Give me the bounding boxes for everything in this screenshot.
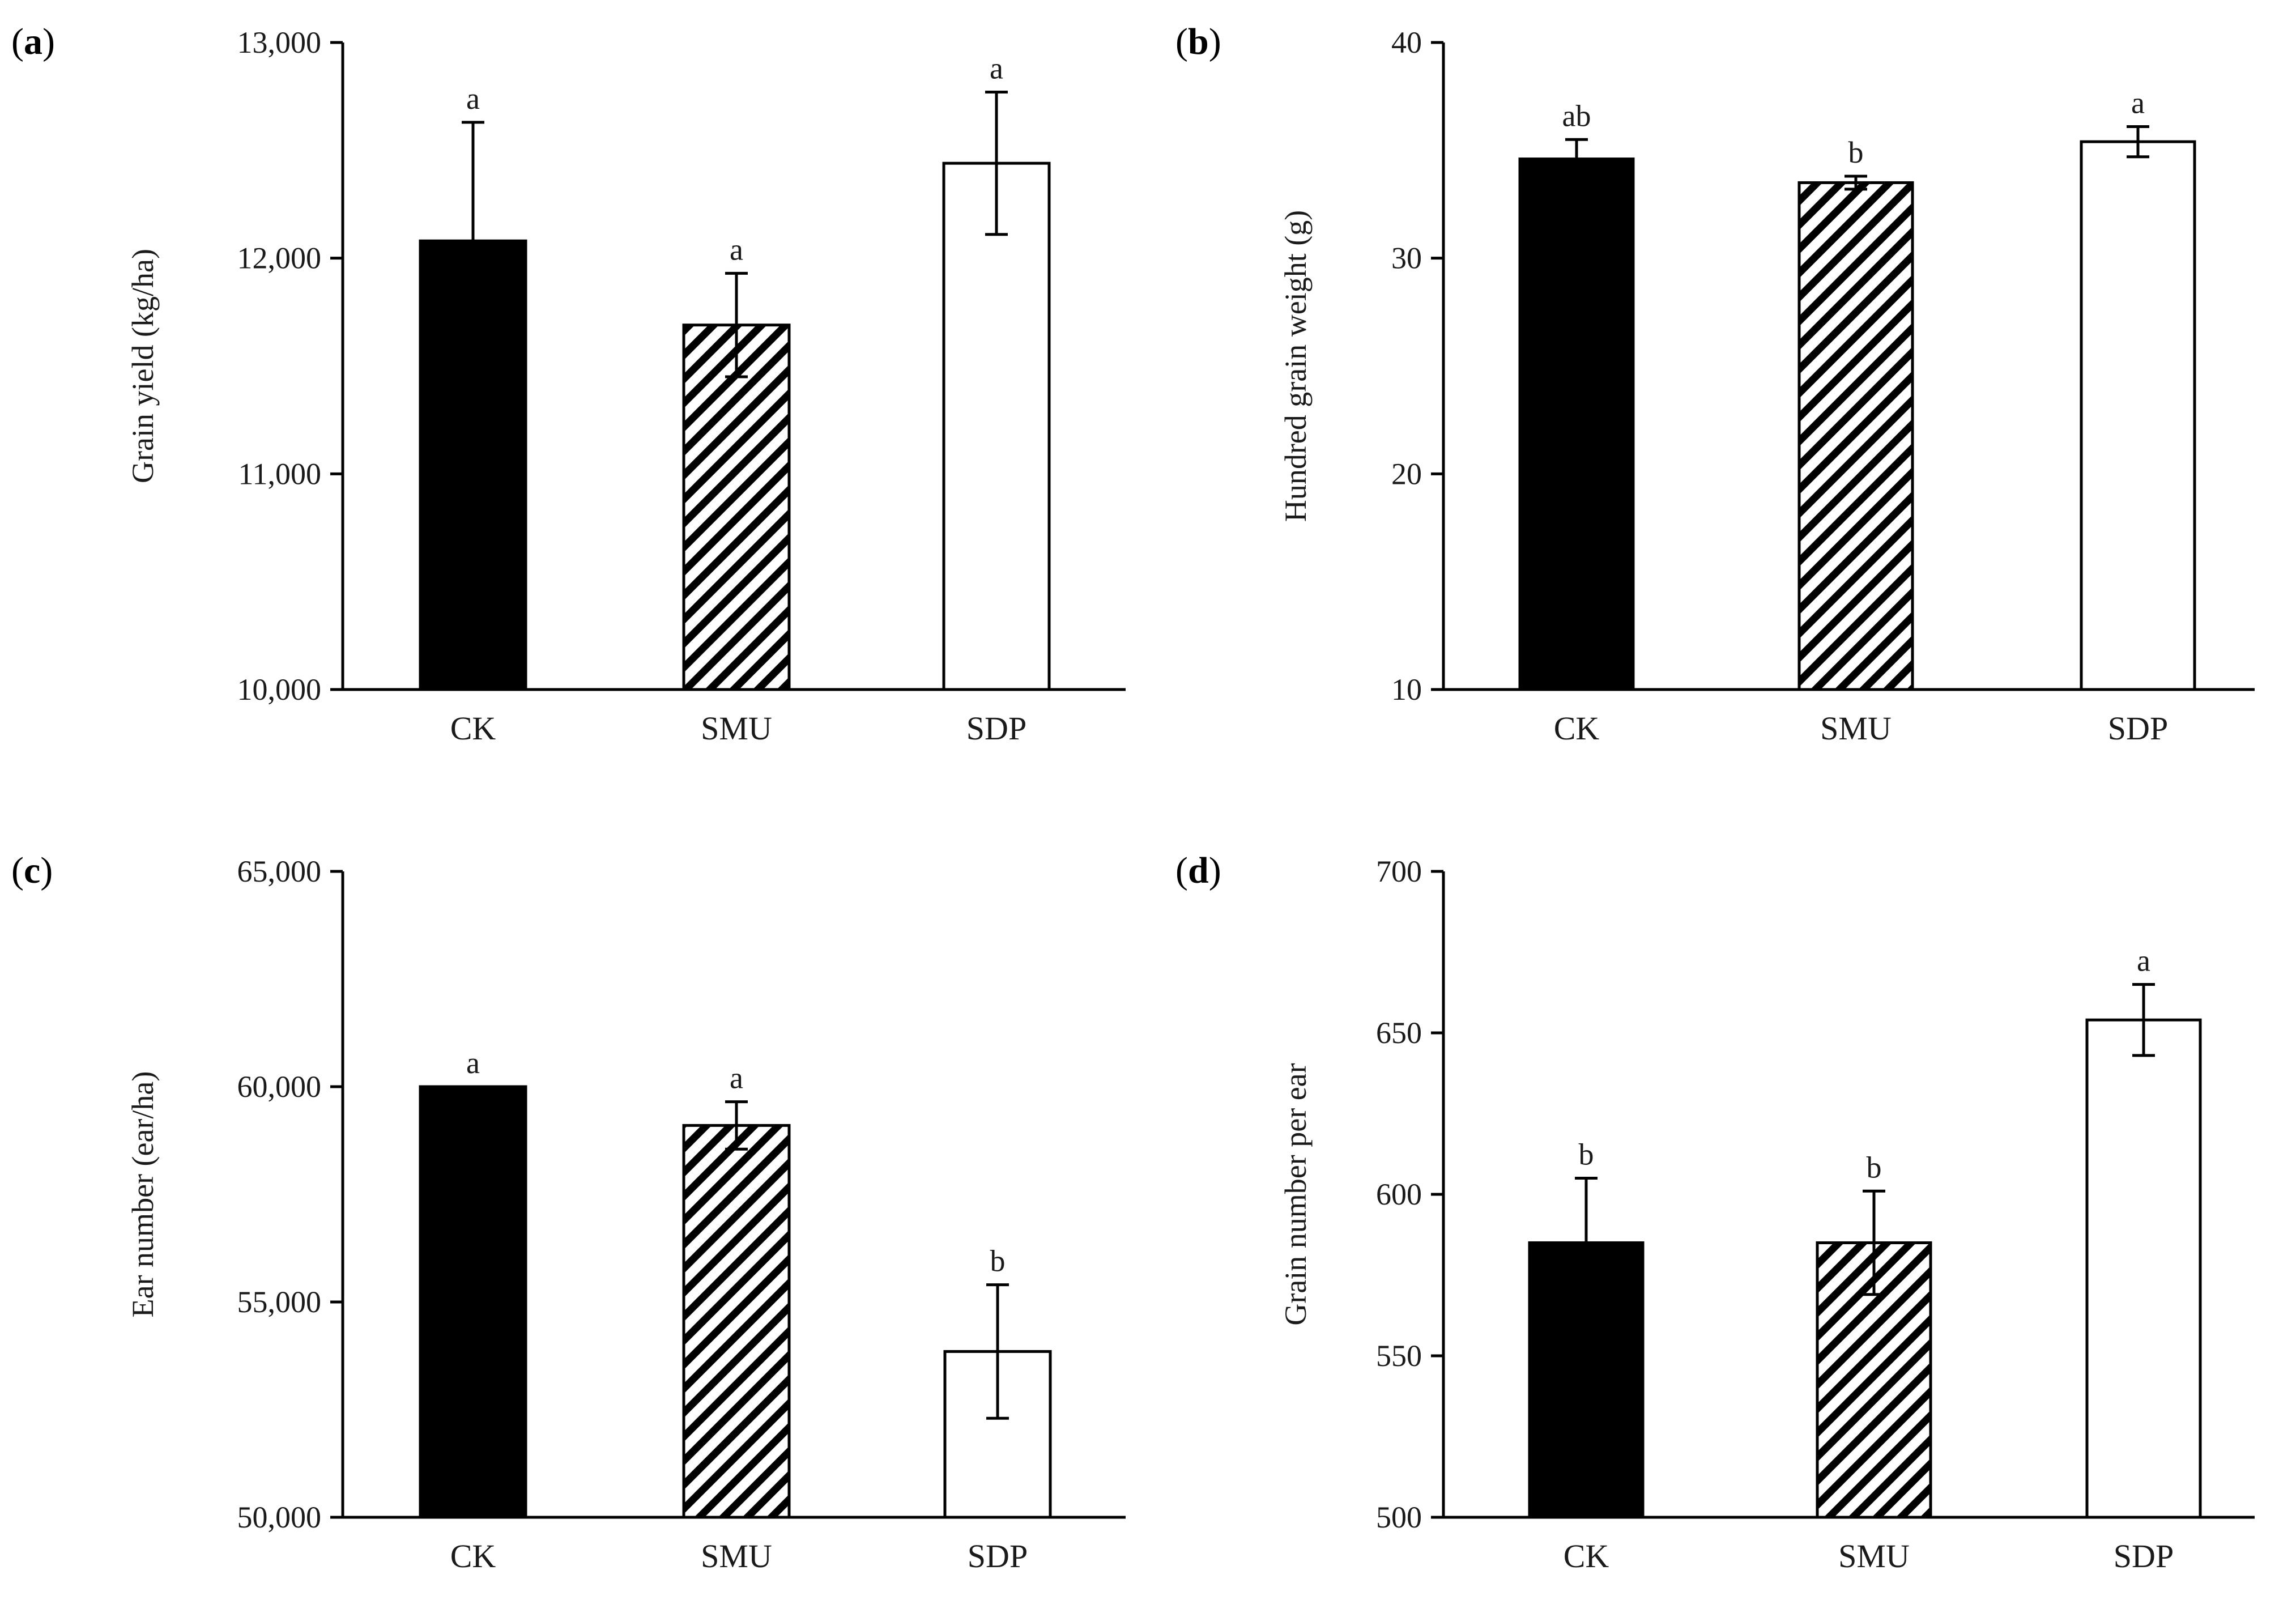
significance-letter-sdp: a — [990, 52, 1003, 86]
y-tick-label: 11,000 — [238, 457, 322, 491]
error-bar-sdp — [2132, 983, 2155, 1057]
significance-letter-ck: ab — [1562, 99, 1591, 133]
bar-ck — [1518, 158, 1635, 691]
error-bar-sdp — [985, 91, 1008, 236]
panel-label-d: (d) — [1175, 850, 1221, 891]
error-bar-smu — [1845, 175, 1867, 191]
bar-ck — [419, 1085, 527, 1519]
error-bar-sdp — [2127, 125, 2149, 159]
panel-label-a: (a) — [11, 21, 55, 62]
y-tick-label: 12,000 — [237, 241, 322, 275]
error-bar-ck — [1565, 138, 1588, 180]
panel-c: (c) Ear number (ear/ha) a a b 50,000 55,000 60,… — [11, 850, 1126, 1575]
bar-sdp — [2085, 1018, 2202, 1519]
y-tick-label: 65,000 — [237, 854, 322, 888]
y-tick-label: 30 — [1391, 241, 1422, 275]
panel-label-b: (b) — [1175, 21, 1221, 62]
y-tick-label: 650 — [1376, 1016, 1422, 1050]
y-tick-label: 13,000 — [237, 25, 322, 59]
y-tick-label: 20 — [1391, 457, 1422, 491]
y-tick-label: 10,000 — [237, 673, 322, 707]
panel-b: (b) Hundred grain weight (g) ab b a 10 20 30 40 C… — [1175, 21, 2255, 747]
significance-letter-ck: a — [466, 1046, 480, 1080]
bar-sdp — [942, 161, 1051, 691]
y-tick-label: 550 — [1376, 1339, 1422, 1373]
x-tick-label-ck: CK — [1564, 1538, 1609, 1575]
error-bar-smu — [725, 271, 748, 378]
y-tick-label: 40 — [1391, 25, 1422, 59]
y-tick-label: 700 — [1376, 854, 1422, 888]
bar-smu — [682, 324, 791, 691]
panel-a: (a) Grain yield (kg/ha) a a a 10,000 11,000 12,… — [11, 21, 1126, 747]
y-tick-label: 10 — [1391, 673, 1422, 707]
x-tick-label-ck: CK — [450, 710, 496, 747]
x-tick-label-sdp: SDP — [2114, 1538, 2174, 1575]
y-axis-label: Grain yield (kg/ha) — [126, 249, 160, 483]
y-tick-label: 55,000 — [237, 1285, 322, 1319]
y-tick-label: 500 — [1376, 1500, 1422, 1534]
significance-letter-smu: b — [1867, 1150, 1882, 1184]
bar-smu — [1797, 181, 1914, 691]
significance-letter-ck: b — [1579, 1138, 1594, 1172]
x-tick-label-smu: SMU — [1838, 1538, 1910, 1575]
y-tick-label: 60,000 — [237, 1070, 322, 1104]
significance-letter-ck: a — [466, 82, 480, 116]
significance-letter-sdp: a — [2137, 944, 2150, 978]
panel-label-c: (c) — [11, 850, 53, 891]
panel-d: (d) Grain number per ear b b a 500 550 600 650 70… — [1175, 850, 2255, 1575]
error-bar-ck — [462, 121, 484, 361]
x-tick-label-sdp: SDP — [968, 1538, 1028, 1575]
x-tick-label-sdp: SDP — [966, 710, 1026, 747]
y-tick-label: 600 — [1376, 1177, 1422, 1211]
y-axis-label: Grain number per ear — [1279, 1063, 1313, 1325]
x-tick-label-smu: SMU — [701, 1538, 772, 1575]
significance-letter-smu: b — [1848, 135, 1864, 169]
x-tick-label-ck: CK — [1554, 710, 1600, 747]
x-tick-label-sdp: SDP — [2108, 710, 2168, 747]
x-tick-label-smu: SMU — [1820, 710, 1892, 747]
bar-sdp — [2080, 140, 2196, 691]
bar-smu — [682, 1124, 791, 1519]
y-axis-label: Hundred grain weight (g) — [1279, 210, 1313, 522]
significance-letter-smu: a — [730, 232, 743, 266]
error-bar-ck — [1575, 1177, 1598, 1309]
error-bar-smu — [725, 1100, 748, 1151]
y-axis-label: Ear number (ear/ha) — [126, 1071, 160, 1318]
y-tick-label: 50,000 — [237, 1500, 322, 1534]
significance-letter-sdp: a — [2131, 86, 2145, 120]
x-tick-label-smu: SMU — [701, 710, 772, 747]
error-bar-sdp — [986, 1283, 1009, 1420]
error-bar-smu — [1863, 1189, 1885, 1296]
significance-letter-sdp: b — [990, 1244, 1006, 1278]
x-tick-label-ck: CK — [450, 1538, 496, 1575]
significance-letter-smu: a — [730, 1061, 743, 1095]
